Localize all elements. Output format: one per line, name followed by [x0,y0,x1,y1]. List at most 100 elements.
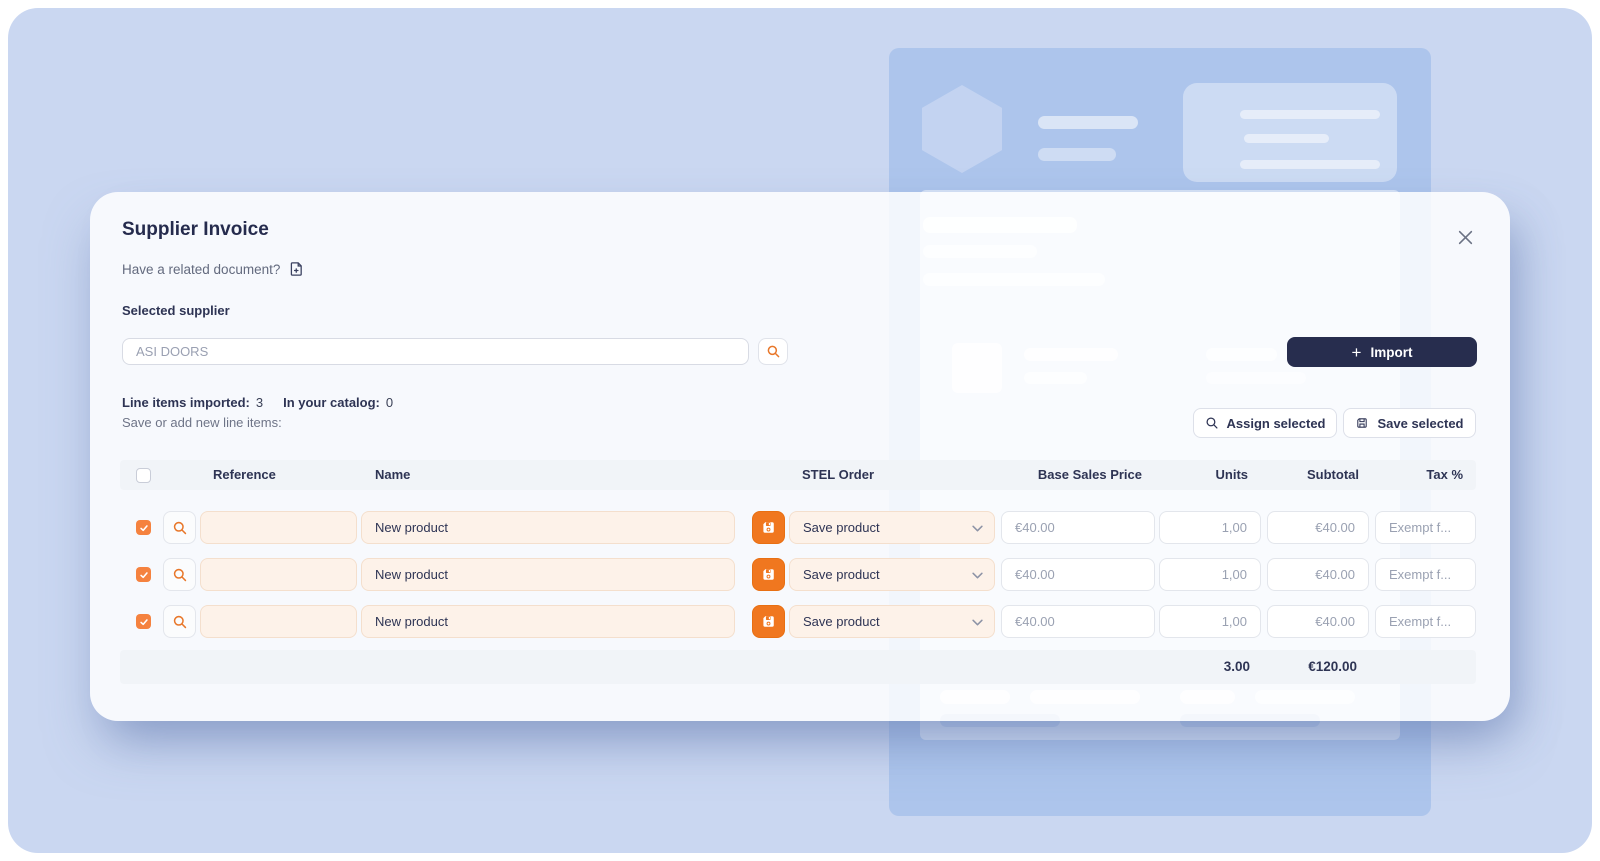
tax-input[interactable] [1375,605,1476,638]
stel-order-select[interactable]: Save product [789,605,995,638]
base-sales-price-input[interactable] [1001,558,1155,591]
close-button[interactable] [1454,229,1476,251]
assign-selected-label: Assign selected [1226,415,1326,431]
line-items-counts: Line items imported: 3 In your catalog: 0 [122,395,393,410]
base-sales-price-input[interactable] [1001,511,1155,544]
search-icon [172,614,188,630]
search-icon [1205,416,1219,430]
chevron-down-icon [972,572,983,579]
row-search-button[interactable] [163,511,196,544]
table-header: Reference Name STEL Order Base Sales Pri… [120,460,1476,490]
save-selected-button[interactable]: Save selected [1343,408,1476,438]
row-checkbox[interactable] [136,567,151,582]
name-input-field[interactable] [375,559,721,590]
name-input-field[interactable] [375,512,721,543]
base-sales-price-input[interactable] [1001,605,1155,638]
subtotal-field[interactable] [1281,512,1355,543]
row-save-button[interactable] [752,605,785,638]
name-input[interactable] [361,511,735,544]
base-sales-price-field[interactable] [1015,606,1141,637]
close-icon [1457,229,1474,251]
related-document-row[interactable]: Have a related document? [122,260,305,278]
tax-field[interactable] [1389,559,1462,590]
row-search-button[interactable] [163,558,196,591]
doc-bar [1244,134,1329,143]
chevron-down-icon [972,525,983,532]
supplier-invoice-modal: Supplier Invoice Have a related document… [90,192,1510,721]
stel-order-selected-value: Save product [803,567,880,582]
reference-input[interactable] [200,605,357,638]
save-selected-label: Save selected [1377,415,1464,431]
name-input-field[interactable] [375,606,721,637]
document-plus-icon[interactable] [288,260,305,278]
supplier-search-button[interactable] [758,338,788,365]
document-logo-hexagon [922,85,1002,173]
save-add-hint: Save or add new line items: [122,415,282,430]
table-row: Save product [120,558,1476,591]
column-header-units: Units [1215,467,1249,482]
units-input[interactable] [1159,511,1261,544]
units-input[interactable] [1159,558,1261,591]
line-items-table: Reference Name STEL Order Base Sales Pri… [120,460,1476,684]
total-subtotal: €120.00 [1308,659,1357,674]
column-header-base-sales-price: Base Sales Price [1037,467,1142,482]
row-search-button[interactable] [163,605,196,638]
supplier-input[interactable] [122,338,749,365]
selected-supplier-label: Selected supplier [122,303,230,318]
units-field[interactable] [1173,559,1247,590]
assign-selected-button[interactable]: Assign selected [1193,408,1337,438]
subtotal-input[interactable] [1267,558,1369,591]
import-button-label: Import [1370,344,1413,360]
reference-input-field[interactable] [201,512,356,543]
tax-input[interactable] [1375,558,1476,591]
save-icon [1355,416,1369,430]
subtotal-field[interactable] [1281,559,1355,590]
plus-icon: + [1351,342,1362,362]
reference-input-field[interactable] [201,606,356,637]
search-icon [172,520,188,536]
stel-order-select[interactable]: Save product [789,558,995,591]
row-save-button[interactable] [752,511,785,544]
reference-input[interactable] [200,511,357,544]
reference-input-field[interactable] [201,559,356,590]
save-icon [760,566,777,583]
row-save-button[interactable] [752,558,785,591]
table-row: Save product [120,605,1476,638]
column-header-name: Name [375,467,411,482]
units-field[interactable] [1173,606,1247,637]
imported-count-label: Line items imported: [122,395,250,410]
select-all-checkbox[interactable] [136,468,151,483]
catalog-count-value: 0 [385,395,394,410]
related-document-label: Have a related document? [122,261,281,277]
row-checkbox[interactable] [136,520,151,535]
check-icon [139,570,149,580]
base-sales-price-field[interactable] [1015,512,1141,543]
doc-bar [1038,116,1138,129]
base-sales-price-field[interactable] [1015,559,1141,590]
row-checkbox[interactable] [136,614,151,629]
stel-order-selected-value: Save product [803,520,880,535]
units-input[interactable] [1159,605,1261,638]
tax-field[interactable] [1389,512,1462,543]
stel-order-select[interactable]: Save product [789,511,995,544]
name-input[interactable] [361,605,735,638]
document-header-card [1183,83,1397,182]
doc-bar [1240,160,1380,169]
subtotal-input[interactable] [1267,511,1369,544]
tax-field[interactable] [1389,606,1462,637]
column-header-stel-order: STEL Order [802,467,875,482]
column-header-subtotal: Subtotal [1307,467,1359,482]
table-row: Save product [120,511,1476,544]
subtotal-field[interactable] [1281,606,1355,637]
subtotal-input[interactable] [1267,605,1369,638]
import-button[interactable]: + Import [1287,337,1477,367]
column-header-tax: Tax % [1426,467,1463,482]
reference-input[interactable] [200,558,357,591]
doc-bar [1240,110,1380,119]
check-icon [139,523,149,533]
name-input[interactable] [361,558,735,591]
stel-order-selected-value: Save product [803,614,880,629]
tax-input[interactable] [1375,511,1476,544]
units-field[interactable] [1173,512,1247,543]
